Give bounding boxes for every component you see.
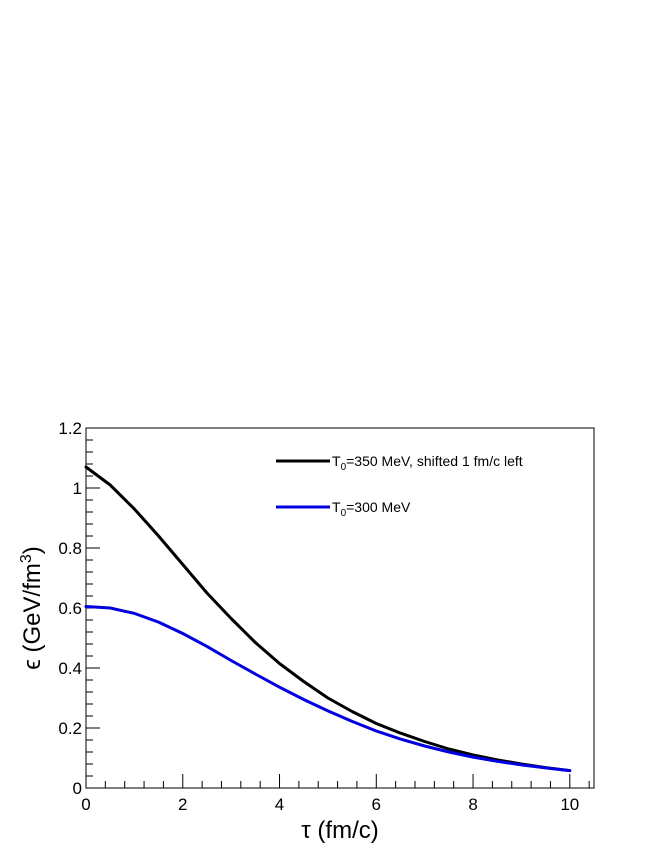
legend-entry-blue: T0=300 MeV <box>332 499 411 519</box>
y-axis-title-close: ) <box>19 546 46 554</box>
y-tick-label: 0.2 <box>58 719 82 738</box>
legend-entry-black: T0=350 MeV, shifted 1 fm/c left <box>332 453 523 473</box>
y-axis-title: ϵ (GeV/fm3) <box>18 546 46 670</box>
legend: T0=350 MeV, shifted 1 fm/c left T0=300 M… <box>276 453 523 519</box>
series-line-blue <box>84 605 572 773</box>
legend-entry-blue-main: T <box>332 499 341 515</box>
series-line-black <box>84 465 572 773</box>
y-tick-label: 0.6 <box>58 599 82 618</box>
axis-tick-labels: 0 2 4 6 8 10 0 0.2 0.4 0.6 0.8 1 1.2 <box>58 419 579 814</box>
legend-entry-black-rest: =350 MeV, shifted 1 fm/c left <box>346 453 523 469</box>
legend-entry-blue-rest: =300 MeV <box>346 499 411 515</box>
y-tick-label: 1 <box>73 479 82 498</box>
y-tick-label: 0 <box>73 779 82 798</box>
y-axis-title-sup: 3 <box>18 554 35 563</box>
legend-entry-black-main: T <box>332 453 341 469</box>
x-tick-label: 6 <box>372 795 381 814</box>
x-tick-label: 10 <box>560 795 579 814</box>
data-series <box>84 465 572 773</box>
plot-frame <box>85 427 595 789</box>
legend-entry-black-sub: 0 <box>341 462 347 473</box>
y-tick-label: 0.8 <box>58 539 82 558</box>
legend-entry-blue-sub: 0 <box>341 508 347 519</box>
x-axis-title: τ (fm/c) <box>301 817 378 844</box>
x-tick-label: 2 <box>178 795 187 814</box>
y-axis-title-main: ϵ (GeV/fm <box>19 563 46 670</box>
axis-ticks <box>85 427 590 789</box>
x-tick-label: 0 <box>81 795 90 814</box>
y-tick-label: 1.2 <box>58 419 82 438</box>
x-tick-label: 8 <box>468 795 477 814</box>
y-tick-label: 0.4 <box>58 659 82 678</box>
x-tick-label: 4 <box>275 795 284 814</box>
